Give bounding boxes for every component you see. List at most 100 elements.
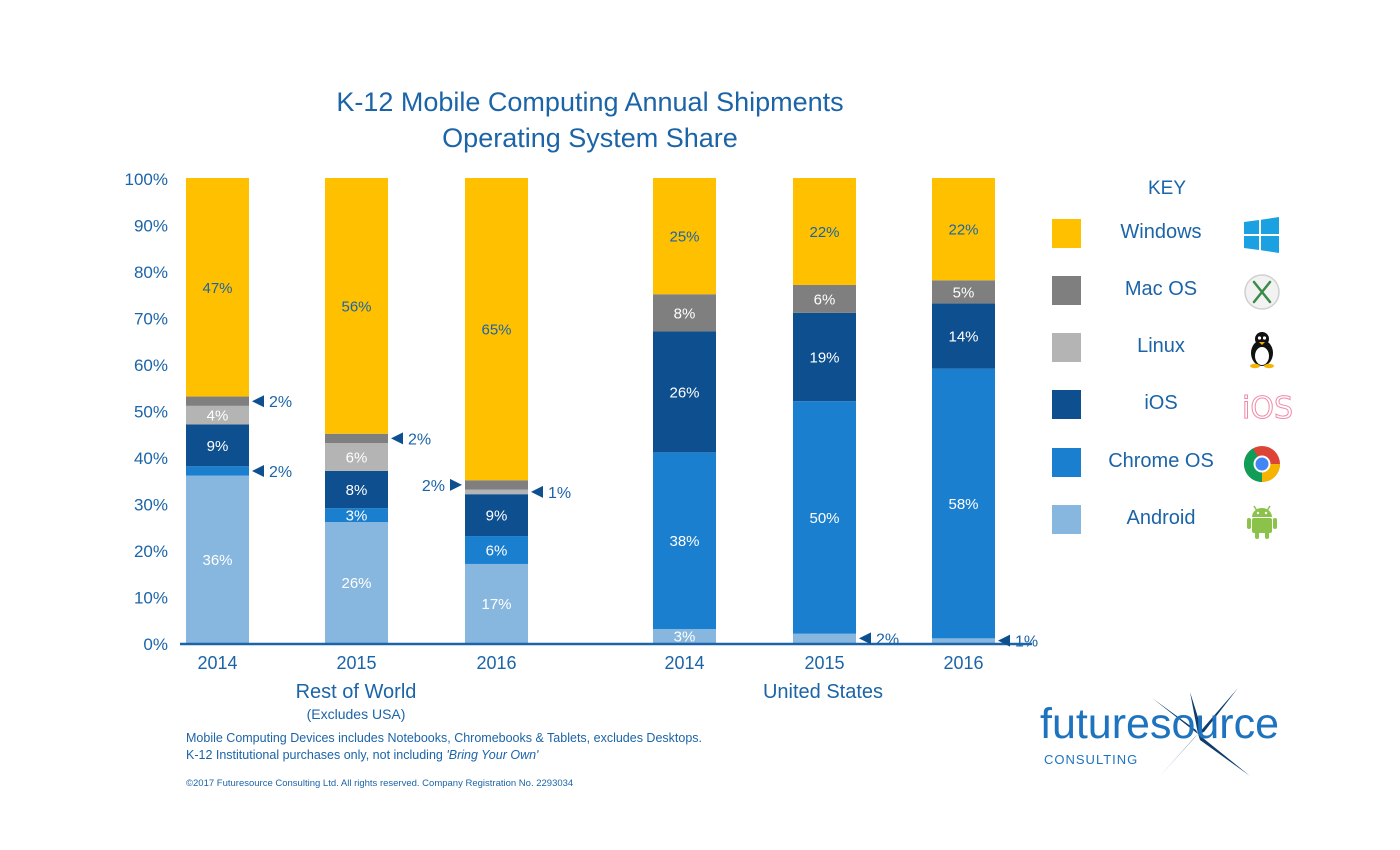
callout-arrow bbox=[391, 432, 403, 445]
key-label: Android bbox=[1126, 507, 1196, 529]
x-axis: 2014 2015 2016 2014 2015 2016 bbox=[180, 642, 1032, 673]
bar-segment-mac-os bbox=[793, 284, 856, 313]
x-tick-label: 2016 bbox=[943, 653, 983, 673]
bar-segment-ios bbox=[465, 494, 528, 537]
key-swatch-linux bbox=[1052, 333, 1081, 362]
bar-segment-android bbox=[186, 475, 249, 643]
data-label: 47% bbox=[202, 280, 232, 297]
x-tick-label: 2014 bbox=[197, 653, 237, 673]
x-tick-label: 2015 bbox=[804, 653, 844, 673]
key-title: KEY bbox=[1147, 178, 1187, 199]
data-label: 58% bbox=[948, 496, 978, 513]
callout-label: 2% bbox=[422, 478, 445, 495]
callout-arrow bbox=[859, 632, 871, 645]
bar-segment-windows bbox=[653, 178, 716, 295]
x-tick-label: 2015 bbox=[336, 653, 376, 673]
data-label: 65% bbox=[481, 322, 511, 339]
group-label-united-states: United States bbox=[762, 681, 884, 703]
callout-arrow bbox=[450, 478, 462, 491]
key-swatch-mac-os bbox=[1052, 276, 1081, 305]
windows-logo-icon bbox=[1244, 217, 1279, 253]
chrome-icon bbox=[1244, 446, 1280, 482]
bar-segment-ios bbox=[653, 331, 716, 453]
key-swatch-windows bbox=[1052, 219, 1081, 248]
bar-segment-mac-os bbox=[932, 280, 995, 304]
x-tick-label: 2014 bbox=[664, 653, 704, 673]
callout-arrow bbox=[531, 485, 543, 498]
group-label-rest-of-world: Rest of World bbox=[295, 681, 417, 703]
bar-segment-android bbox=[465, 563, 528, 643]
key-item-mac-os: Mac OS bbox=[1052, 272, 1312, 312]
key-item-chrome-os: Chrome OS bbox=[1052, 444, 1312, 484]
bar-segment-mac-os bbox=[325, 433, 388, 444]
y-axis: 0% 10% 20% 30% 40% 50% 60% 70% 80% 90% 100% bbox=[125, 170, 168, 654]
bar-segment-android bbox=[932, 638, 995, 643]
callout-label: 2% bbox=[408, 431, 431, 448]
callout-arrow bbox=[998, 634, 1010, 647]
data-label: 19% bbox=[809, 350, 839, 367]
y-tick-label: 50% bbox=[134, 403, 168, 422]
bar-segment-ios bbox=[793, 312, 856, 402]
mac-os-x-icon bbox=[1244, 274, 1280, 310]
y-tick-label: 10% bbox=[134, 589, 168, 608]
data-label: 14% bbox=[948, 329, 978, 346]
key-swatch-ios bbox=[1052, 390, 1081, 419]
linux-penguin-icon bbox=[1250, 332, 1274, 369]
data-label: 22% bbox=[948, 222, 978, 239]
data-label: 22% bbox=[809, 224, 839, 241]
callout-arrow bbox=[252, 395, 264, 408]
callout-label: 2% bbox=[269, 394, 292, 411]
bar-segment-windows bbox=[465, 178, 528, 481]
data-label: 6% bbox=[346, 450, 368, 467]
key-item-android: Android bbox=[1052, 501, 1312, 541]
bar-segment-chrome-os bbox=[932, 368, 995, 639]
y-tick-label: 70% bbox=[134, 310, 168, 329]
bars: 36% 9% 4% 47% 26% 3% 8% 6% 56% 17% 6% 9% 65% 3% 38% 26%… bbox=[186, 178, 995, 646]
data-label: 25% bbox=[669, 229, 699, 246]
key-item-ios: iOS iOS bbox=[1052, 386, 1312, 426]
data-label: 8% bbox=[346, 482, 368, 499]
bar-segment-chrome-os bbox=[325, 508, 388, 523]
data-label: 36% bbox=[202, 552, 232, 569]
y-tick-label: 90% bbox=[134, 217, 168, 236]
bar-segment-chrome-os bbox=[653, 452, 716, 630]
bar-segment-linux bbox=[186, 405, 249, 425]
bar-segment-ios bbox=[186, 424, 249, 467]
data-label: 26% bbox=[669, 384, 699, 401]
bar-segment-mac-os bbox=[186, 396, 249, 406]
data-label: 3% bbox=[674, 629, 696, 646]
y-tick-label: 0% bbox=[143, 635, 168, 654]
key-label: Windows bbox=[1120, 221, 1202, 243]
footnote-line2: K-12 Institutional purchases only, not i… bbox=[186, 748, 539, 762]
futuresource-logo: futuresource CONSULTING bbox=[1040, 688, 1310, 790]
bar-segment-linux bbox=[325, 443, 388, 471]
bar-segment-android bbox=[653, 629, 716, 643]
data-label: 9% bbox=[207, 438, 229, 455]
key-label: iOS bbox=[1144, 392, 1178, 414]
data-label: 8% bbox=[674, 305, 696, 322]
data-label: 6% bbox=[814, 291, 836, 308]
data-label: 38% bbox=[669, 533, 699, 550]
data-label: 56% bbox=[341, 298, 371, 315]
callout-label: 2% bbox=[269, 464, 292, 481]
callout-label: 1% bbox=[1015, 634, 1038, 651]
callout-label: 2% bbox=[876, 631, 899, 648]
y-tick-label: 40% bbox=[134, 449, 168, 468]
data-label: 17% bbox=[481, 596, 511, 613]
data-label: 5% bbox=[953, 284, 975, 301]
x-tick-label: 2016 bbox=[476, 653, 516, 673]
bar-segment-android bbox=[325, 522, 388, 643]
bar-segment-ios bbox=[325, 470, 388, 509]
bar-segment-mac-os bbox=[653, 294, 716, 332]
copyright: ©2017 Futuresource Consulting Ltd. All r… bbox=[186, 778, 574, 789]
bar-segment-windows bbox=[186, 178, 249, 397]
bar-segment-linux bbox=[465, 489, 528, 495]
chart-subtitle: Operating System Share bbox=[442, 123, 738, 153]
y-tick-label: 60% bbox=[134, 356, 168, 375]
y-tick-label: 30% bbox=[134, 496, 168, 515]
bar-segment-ios bbox=[932, 303, 995, 369]
group-sub-rest-of-world: (Excludes USA) bbox=[306, 706, 406, 722]
bar-segment-chrome-os bbox=[186, 466, 249, 476]
chart-title: K-12 Mobile Computing Annual Shipments bbox=[336, 87, 844, 117]
